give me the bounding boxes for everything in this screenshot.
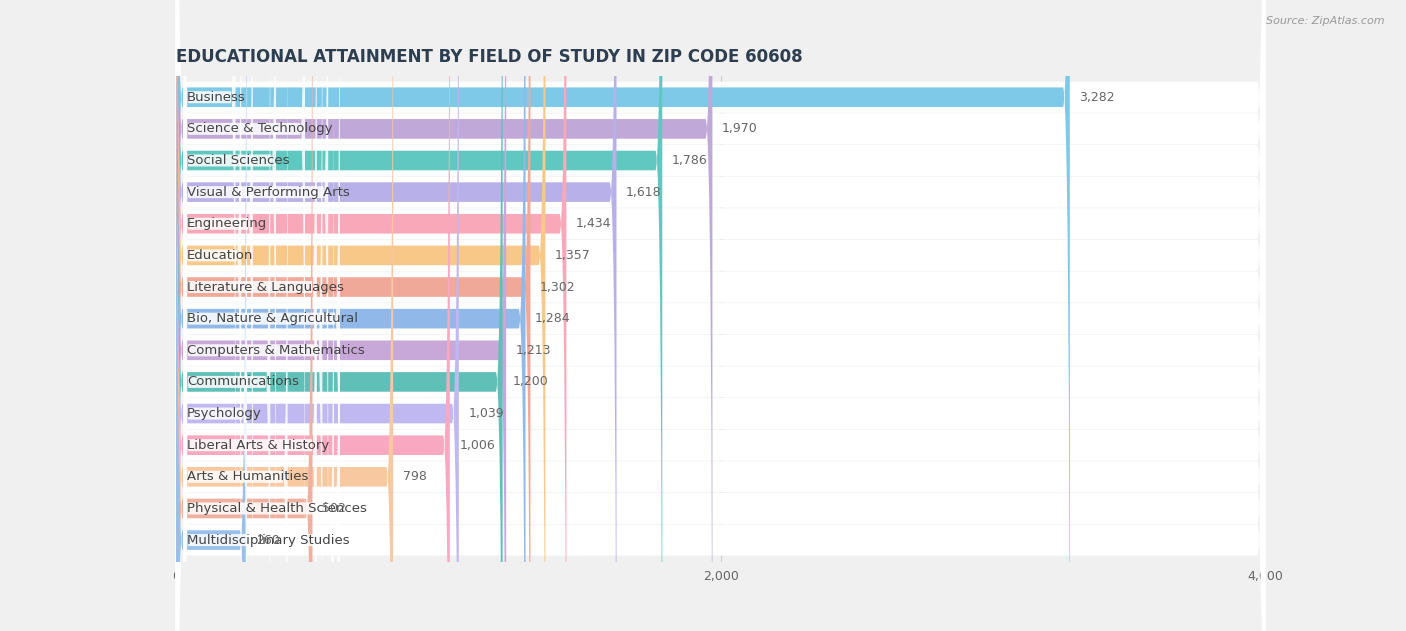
Text: Education: Education: [187, 249, 253, 262]
FancyBboxPatch shape: [176, 0, 1265, 631]
FancyBboxPatch shape: [184, 0, 247, 631]
FancyBboxPatch shape: [176, 0, 503, 631]
FancyBboxPatch shape: [176, 0, 526, 631]
FancyBboxPatch shape: [176, 0, 1265, 631]
Text: 1,970: 1,970: [721, 122, 758, 136]
FancyBboxPatch shape: [184, 0, 340, 631]
FancyBboxPatch shape: [184, 0, 322, 631]
Text: Source: ZipAtlas.com: Source: ZipAtlas.com: [1267, 16, 1385, 26]
Text: 1,213: 1,213: [516, 344, 551, 357]
Text: Literature & Languages: Literature & Languages: [187, 281, 344, 293]
Text: 3,282: 3,282: [1080, 91, 1115, 103]
FancyBboxPatch shape: [184, 0, 340, 631]
Text: EDUCATIONAL ATTAINMENT BY FIELD OF STUDY IN ZIP CODE 60608: EDUCATIONAL ATTAINMENT BY FIELD OF STUDY…: [176, 48, 803, 66]
FancyBboxPatch shape: [184, 0, 235, 631]
FancyBboxPatch shape: [184, 0, 270, 631]
FancyBboxPatch shape: [176, 0, 1265, 631]
Text: 1,618: 1,618: [626, 186, 662, 199]
FancyBboxPatch shape: [176, 0, 1265, 631]
FancyBboxPatch shape: [176, 0, 1265, 631]
FancyBboxPatch shape: [176, 0, 458, 631]
Text: Bio, Nature & Agricultural: Bio, Nature & Agricultural: [187, 312, 359, 325]
FancyBboxPatch shape: [176, 0, 506, 631]
Text: Physical & Health Sciences: Physical & Health Sciences: [187, 502, 367, 515]
FancyBboxPatch shape: [184, 0, 288, 631]
Text: Arts & Humanities: Arts & Humanities: [187, 470, 308, 483]
FancyBboxPatch shape: [176, 0, 546, 631]
FancyBboxPatch shape: [176, 0, 1265, 631]
FancyBboxPatch shape: [176, 0, 1265, 631]
FancyBboxPatch shape: [176, 0, 450, 631]
FancyBboxPatch shape: [184, 0, 276, 631]
Text: 1,006: 1,006: [460, 439, 495, 452]
FancyBboxPatch shape: [176, 0, 567, 631]
Text: 1,357: 1,357: [555, 249, 591, 262]
FancyBboxPatch shape: [176, 0, 1265, 631]
FancyBboxPatch shape: [176, 0, 1070, 631]
Text: 260: 260: [256, 534, 280, 546]
Text: Multidisciplinary Studies: Multidisciplinary Studies: [187, 534, 350, 546]
FancyBboxPatch shape: [176, 0, 1265, 631]
FancyBboxPatch shape: [176, 0, 1265, 631]
Text: 1,039: 1,039: [468, 407, 503, 420]
Text: Communications: Communications: [187, 375, 299, 389]
FancyBboxPatch shape: [184, 0, 316, 631]
Text: Visual & Performing Arts: Visual & Performing Arts: [187, 186, 350, 199]
Text: 1,434: 1,434: [576, 217, 612, 230]
FancyBboxPatch shape: [176, 0, 1265, 631]
FancyBboxPatch shape: [176, 0, 394, 631]
Text: Psychology: Psychology: [187, 407, 262, 420]
Text: 1,284: 1,284: [536, 312, 571, 325]
FancyBboxPatch shape: [184, 0, 242, 631]
FancyBboxPatch shape: [176, 0, 530, 631]
FancyBboxPatch shape: [176, 0, 713, 631]
Text: Business: Business: [187, 91, 246, 103]
FancyBboxPatch shape: [176, 0, 246, 631]
Text: 1,786: 1,786: [672, 154, 707, 167]
Text: 502: 502: [322, 502, 346, 515]
Text: Engineering: Engineering: [187, 217, 267, 230]
Text: Liberal Arts & History: Liberal Arts & History: [187, 439, 329, 452]
FancyBboxPatch shape: [176, 0, 1265, 631]
FancyBboxPatch shape: [184, 0, 253, 631]
Text: Computers & Mathematics: Computers & Mathematics: [187, 344, 364, 357]
Text: Science & Technology: Science & Technology: [187, 122, 333, 136]
FancyBboxPatch shape: [176, 0, 662, 631]
FancyBboxPatch shape: [176, 0, 1265, 631]
FancyBboxPatch shape: [176, 0, 616, 631]
Text: Social Sciences: Social Sciences: [187, 154, 290, 167]
FancyBboxPatch shape: [184, 0, 316, 631]
Text: 1,200: 1,200: [512, 375, 548, 389]
FancyBboxPatch shape: [184, 0, 305, 631]
FancyBboxPatch shape: [176, 0, 1265, 631]
FancyBboxPatch shape: [184, 0, 328, 631]
FancyBboxPatch shape: [176, 0, 1265, 631]
FancyBboxPatch shape: [184, 0, 335, 631]
FancyBboxPatch shape: [176, 0, 312, 631]
Text: 798: 798: [402, 470, 426, 483]
Text: 1,302: 1,302: [540, 281, 575, 293]
